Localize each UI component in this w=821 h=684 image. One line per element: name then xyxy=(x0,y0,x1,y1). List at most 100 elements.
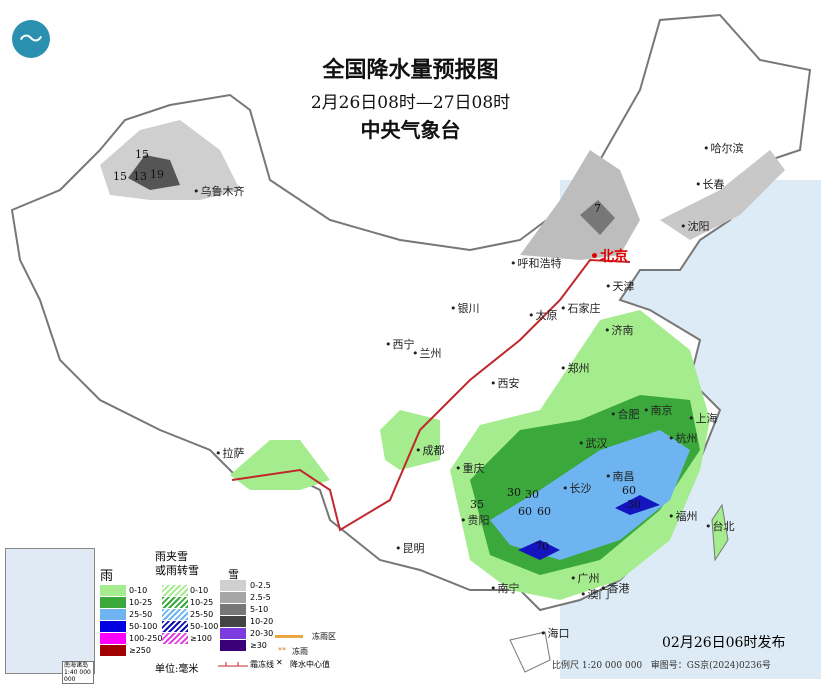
city-label: 哈尔滨 xyxy=(703,140,744,156)
legend-freezing-line: 霜冻线 xyxy=(250,660,274,669)
scale-text: 比例尺 1:20 000 000 审图号：GS京(2024)0236号 xyxy=(552,658,771,671)
freezing-rain-symbol: ** xyxy=(278,646,286,655)
legend-freezing-rain: 冻雨 xyxy=(292,647,308,656)
legend-mixed-swatch xyxy=(162,633,188,644)
precip-center-value: 30 xyxy=(507,486,521,499)
legend-snow-label: 5-10 xyxy=(250,605,269,614)
cma-logo: 〜 xyxy=(12,20,50,58)
city-label: 乌鲁木齐 xyxy=(193,183,245,199)
city-label: 天津 xyxy=(605,278,635,294)
map-scale: 比例尺 1:20 000 000 xyxy=(552,661,643,671)
city-label: 重庆 xyxy=(455,460,485,476)
legend-rain-label: 50-100 xyxy=(129,622,158,631)
city-label: 海口 xyxy=(540,625,570,641)
legend-mixed-swatch xyxy=(162,609,188,620)
city-label: 呼和浩特 xyxy=(510,255,562,271)
legend-rain-label: ≥250 xyxy=(129,646,151,655)
legend-snow-swatch xyxy=(220,628,246,639)
legend-rain-label: 0-10 xyxy=(129,586,148,595)
legend-rain-swatch xyxy=(100,597,126,608)
legend-mixed-title-2: 或雨转雪 xyxy=(155,564,199,577)
city-label: 长沙 xyxy=(562,480,592,496)
legend-mixed-label: ≥100 xyxy=(190,634,212,643)
legend-mixed-swatch xyxy=(162,597,188,608)
city-label: 昆明 xyxy=(395,540,425,556)
city-label: 广州 xyxy=(570,570,600,586)
legend-rain-swatch xyxy=(100,645,126,656)
snow-zone-north xyxy=(520,150,640,260)
legend-mixed-label: 25-50 xyxy=(190,610,214,619)
city-label: 西宁 xyxy=(385,336,415,352)
city-label: 沈阳 xyxy=(680,218,710,234)
city-label: 兰州 xyxy=(412,345,442,361)
agency-name: 中央气象台 xyxy=(360,118,461,142)
precip-center-value: 15 xyxy=(113,170,127,183)
freezing-line xyxy=(231,258,631,532)
legend-snow-swatch xyxy=(220,592,246,603)
precip-center-value: 30 xyxy=(627,498,641,511)
city-label: 石家庄 xyxy=(560,300,601,316)
city-label: 贵阳 xyxy=(460,512,490,528)
rain-zone-storm-1 xyxy=(518,540,560,560)
legend-rain-swatch xyxy=(100,585,126,596)
map-title: 全国降水量预报图 xyxy=(322,57,499,83)
precip-center-value: 30 xyxy=(525,488,539,501)
legend-mixed-swatch xyxy=(162,585,188,596)
legend-snow-title: 雪 xyxy=(228,568,239,581)
legend-rain-label: 10-25 xyxy=(129,598,153,607)
legend-mixed-swatch xyxy=(162,621,188,632)
legend-snow-swatch xyxy=(220,604,246,615)
legend-mixed-label: 10-25 xyxy=(190,598,214,607)
issue-time: 02月26日06时发布 xyxy=(662,635,786,651)
city-label: 郑州 xyxy=(560,360,590,376)
precip-center-value: 60 xyxy=(622,484,636,497)
precip-center-value: 19 xyxy=(150,168,164,181)
legend-snow-label: 2.5-5 xyxy=(250,593,271,602)
legend-snow-label: ≥30 xyxy=(250,641,267,650)
city-label: 成都 xyxy=(415,442,445,458)
legend-unit: 单位:毫米 xyxy=(155,664,199,675)
city-label: 福州 xyxy=(668,508,698,524)
city-label: 拉萨 xyxy=(215,445,245,461)
precip-center-value: 60 xyxy=(537,505,551,518)
legend-freezing-area: 冻雨区 xyxy=(312,632,336,641)
city-label: 济南 xyxy=(604,322,634,338)
city-label: 武汉 xyxy=(578,435,608,451)
city-label: 银川 xyxy=(450,300,480,316)
city-label: 太原 xyxy=(528,307,558,323)
city-label: 杭州 xyxy=(668,430,698,446)
forecast-period: 2月26日08时—27日08时 xyxy=(310,93,511,113)
legend-snow-label: 0-2.5 xyxy=(250,581,271,590)
city-label: 西安 xyxy=(490,375,520,391)
city-label: 香港 xyxy=(600,580,630,596)
hainan-island xyxy=(509,631,551,673)
city-label: 长春 xyxy=(695,176,725,192)
city-label: 南宁 xyxy=(490,580,520,596)
city-label: 南京 xyxy=(643,402,673,418)
precip-center-value: 7 xyxy=(594,202,601,215)
legend-rain-swatch xyxy=(100,621,126,632)
city-label: 合肥 xyxy=(610,406,640,422)
precip-center-value: 15 xyxy=(135,148,149,161)
inset-caption: 南海诸岛 1:40 000 000 xyxy=(62,661,94,684)
city-label: 台北 xyxy=(705,518,735,534)
snow-zone-xinjiang-heavy xyxy=(128,155,180,190)
precip-center-value: 60 xyxy=(518,505,532,518)
rain-zone-storm-2 xyxy=(615,495,660,515)
freezing-area-symbol xyxy=(275,635,303,638)
center-value-x-icon: ✕ xyxy=(276,658,283,667)
legend-rain-label: 100-250 xyxy=(129,634,163,643)
freezing-line-symbol xyxy=(218,662,248,667)
legend-rain-label: 25-50 xyxy=(129,610,153,619)
legend-snow-swatch xyxy=(220,580,246,591)
precip-center-value: 70 xyxy=(535,540,549,553)
approval-number: 审图号：GS京(2024)0236号 xyxy=(650,661,771,671)
precip-center-value: 35 xyxy=(470,498,484,511)
legend-rain-swatch xyxy=(100,633,126,644)
city-label: 南昌 xyxy=(605,468,635,484)
snow-zone-north-heavy xyxy=(580,200,615,235)
capital-label: 北京 xyxy=(590,246,628,266)
legend-center-value: 降水中心值 xyxy=(290,660,330,669)
